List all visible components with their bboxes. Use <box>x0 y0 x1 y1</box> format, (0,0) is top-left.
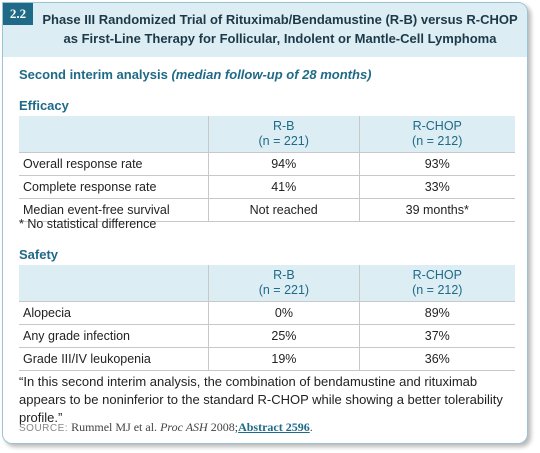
column-header: R-CHOP (n = 212) <box>358 116 515 153</box>
column-header-line: R-CHOP <box>412 119 462 133</box>
source-label: SOURCE: <box>19 423 69 434</box>
row-label: Overall response rate <box>19 152 209 176</box>
header: 2.2 Phase III Randomized Trial of Rituxi… <box>3 3 527 57</box>
row-label: Grade III/IV leukopenia <box>19 347 209 371</box>
cell: 39 months* <box>358 198 515 222</box>
column-header-line: (n = 221) <box>258 134 309 148</box>
subtitle-text: Second interim analysis <box>19 67 168 82</box>
title-line: Phase III Randomized Trial of Rituximab/… <box>42 12 518 27</box>
row-label: Alopecia <box>19 301 209 325</box>
subtitle: Second interim analysis (median follow-u… <box>19 67 372 82</box>
header-row: R-B (n = 221) R-CHOP (n = 212) <box>19 116 515 153</box>
column-header: R-CHOP (n = 212) <box>358 265 515 302</box>
header-row: R-B (n = 221) R-CHOP (n = 212) <box>19 265 515 302</box>
cell: 93% <box>358 152 515 176</box>
row: Median event-free survival Not reached 39 … <box>19 198 515 222</box>
cell: 19% <box>208 347 360 371</box>
cell: 0% <box>208 301 360 325</box>
row: Alopecia 0% 89% <box>19 301 515 325</box>
column-header: R-B (n = 221) <box>208 265 360 302</box>
footnote: * No statistical difference <box>19 217 157 231</box>
row: Grade III/IV leukopenia 19% 36% <box>19 347 515 371</box>
efficacy-table: R-B (n = 221) R-CHOP (n = 212) Overall respo… <box>19 116 515 222</box>
cell: 33% <box>358 175 515 199</box>
row: Complete response rate 41% 33% <box>19 175 515 199</box>
cell: 89% <box>358 301 515 325</box>
column-header: R-B (n = 221) <box>207 116 359 153</box>
row-label: Complete response rate <box>19 175 209 199</box>
column-header-line: R-B <box>272 119 295 133</box>
source-year: 2008; <box>210 420 239 434</box>
figure-number: 2.2 <box>3 3 33 25</box>
row-label: Median event-free survival <box>19 198 209 222</box>
cell: 41% <box>207 175 359 199</box>
source: SOURCE: Rummel MJ et al. Proc ASH 2008;A… <box>19 420 313 435</box>
section-heading: Efficacy <box>19 98 69 113</box>
cell: Not reached <box>207 198 359 222</box>
safety-table: R-B (n = 221) R-CHOP (n = 212) Alopecia 0% 89%… <box>19 265 515 371</box>
column-header-line: (n = 212) <box>412 134 463 148</box>
column-header-line: (n = 221) <box>258 283 310 297</box>
column-header-line: R-B <box>273 268 295 282</box>
source-authors: Rummel MJ et al. <box>71 420 158 434</box>
source-end: . <box>309 420 313 434</box>
row: Any grade infection 25% 37% <box>19 324 515 348</box>
cell: 25% <box>208 324 360 348</box>
row-label: Any grade infection <box>19 324 209 348</box>
cell: 36% <box>358 347 515 371</box>
source-journal: Proc ASH <box>160 420 208 434</box>
cell: 37% <box>358 324 515 348</box>
row: Overall response rate 94% 93% <box>19 152 515 176</box>
quote: “In this second interim analysis, the co… <box>19 374 503 425</box>
title-line: as First-Line Therapy for Follicular, In… <box>63 31 497 46</box>
section-heading: Safety <box>19 247 59 262</box>
header-cell <box>19 265 209 302</box>
header-cell <box>19 116 209 153</box>
cell: 94% <box>207 152 359 176</box>
column-header-line: R-CHOP <box>412 268 462 282</box>
column-header-line: (n = 212) <box>412 283 463 297</box>
subtitle-note: (median follow-up of 28 months) <box>171 67 372 82</box>
source-link[interactable]: Abstract 2596 <box>238 420 310 434</box>
card: 2.2 Phase III Randomized Trial of Rituxi… <box>2 2 528 444</box>
